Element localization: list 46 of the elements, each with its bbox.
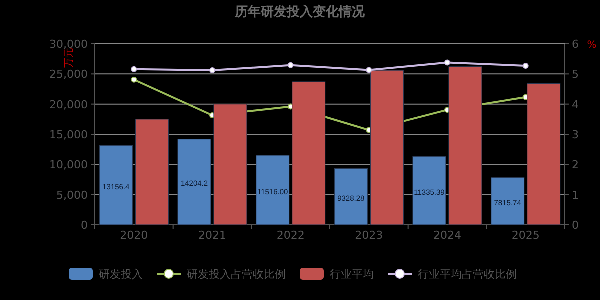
bar <box>256 155 290 226</box>
y-tick-label: 30,000 <box>50 38 88 51</box>
x-tick-label: 2022 <box>276 229 305 242</box>
point <box>522 63 529 70</box>
x-tick-label: 2023 <box>355 229 384 242</box>
bar <box>334 168 368 226</box>
bar <box>370 70 404 226</box>
point <box>288 62 294 68</box>
y2-axis-title: % <box>587 40 597 51</box>
y2-tick-label: 3 <box>572 128 579 142</box>
y-axis-title: 万元 <box>64 48 75 68</box>
point <box>131 66 138 72</box>
bar <box>135 119 169 226</box>
legend-label: 研发投入占营收比例 <box>187 268 286 281</box>
x-tick-label: 2021 <box>198 229 226 242</box>
y-tick-label: 25,000 <box>50 68 88 82</box>
y2-tick-label: 5 <box>572 68 579 82</box>
y2-tick-label: 0 <box>572 219 579 232</box>
chart-title: 历年研发投入变化情况 <box>234 4 366 20</box>
bar <box>99 145 133 226</box>
bar <box>527 84 561 226</box>
bar <box>448 66 482 226</box>
x-tick-label: 2020 <box>120 229 148 242</box>
y2-tick-label: 2 <box>572 158 579 172</box>
bar <box>292 82 326 226</box>
y-tick-label: 20,000 <box>50 98 88 112</box>
y2-tick-label: 4 <box>572 98 579 112</box>
legend-label: 行业平均占营收比例 <box>418 268 517 281</box>
bar <box>178 139 212 226</box>
x-tick-label: 2025 <box>512 229 540 242</box>
y2-tick-label: 1 <box>572 188 579 202</box>
point <box>131 76 138 83</box>
y-tick-label: 15,000 <box>50 128 88 142</box>
bar <box>412 156 446 226</box>
legend-label: 行业平均 <box>330 268 374 281</box>
y2-tick-label: 6 <box>572 38 579 51</box>
bar <box>214 104 248 226</box>
y-tick-label: 0 <box>81 219 88 232</box>
point <box>444 60 450 66</box>
x-tick-label: 2024 <box>434 229 462 242</box>
legend-label: 研发投入 <box>99 268 143 281</box>
y-tick-label: 5,000 <box>56 188 88 202</box>
y-tick-label: 10,000 <box>50 158 88 172</box>
point <box>210 68 216 74</box>
bar <box>491 178 525 226</box>
point <box>366 67 372 74</box>
